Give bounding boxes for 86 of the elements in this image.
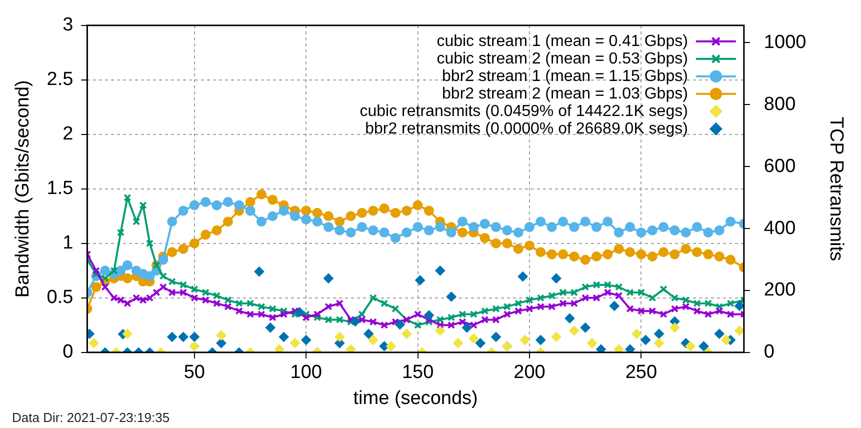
point xyxy=(734,300,744,311)
point xyxy=(462,322,472,333)
legend-label: cubic retransmits (0.0459% of 14422.1K segs) xyxy=(360,102,688,120)
point xyxy=(490,332,501,342)
point xyxy=(734,326,744,336)
x-axis-title: time (seconds) xyxy=(353,388,478,409)
point xyxy=(216,330,226,340)
point xyxy=(551,332,562,342)
point xyxy=(424,310,434,320)
x-tick-label: 50 xyxy=(184,362,205,384)
point xyxy=(685,341,696,352)
legend-label: bbr2 stream 1 (mean = 1.15 Gbps) xyxy=(442,68,688,85)
point xyxy=(122,328,132,339)
point xyxy=(446,292,456,302)
point xyxy=(323,273,334,284)
y2-tick-label: 600 xyxy=(764,156,796,177)
y-tick-label: 1 xyxy=(62,232,74,254)
y-tick-label: 1.5 xyxy=(46,178,74,200)
point xyxy=(714,328,724,339)
point xyxy=(394,320,405,330)
point xyxy=(278,332,289,342)
y2-tick-label: 400 xyxy=(764,218,796,239)
point xyxy=(587,338,598,348)
point xyxy=(453,338,464,348)
point xyxy=(364,328,374,339)
y2-axis-title: TCP Retransmits xyxy=(825,116,846,262)
point xyxy=(334,332,345,342)
point xyxy=(189,332,200,342)
point xyxy=(520,335,530,346)
point xyxy=(435,326,446,336)
legend-label: cubic stream 2 (mean = 0.53 Gbps) xyxy=(436,50,688,68)
point xyxy=(216,338,226,348)
point xyxy=(402,328,412,339)
point xyxy=(536,335,546,346)
point xyxy=(721,335,732,346)
legend-label: cubic stream 1 (mean = 0.41 Gbps) xyxy=(436,32,688,50)
point xyxy=(368,335,378,346)
y2-tick-label: 800 xyxy=(764,94,796,115)
point xyxy=(569,326,580,336)
y2-tick-label: 200 xyxy=(764,280,796,301)
point xyxy=(468,333,479,344)
point xyxy=(654,328,664,339)
point xyxy=(189,341,200,352)
y-tick-label: 2.5 xyxy=(46,69,74,90)
point xyxy=(632,328,642,339)
point xyxy=(698,341,709,352)
point xyxy=(415,275,426,286)
point xyxy=(518,272,528,282)
point xyxy=(346,344,356,352)
point xyxy=(475,338,486,348)
y2-tick-label: 0 xyxy=(764,342,775,363)
x-tick-label: 200 xyxy=(514,362,546,384)
point xyxy=(350,316,360,326)
point xyxy=(654,338,664,348)
point xyxy=(625,344,636,352)
point xyxy=(88,338,99,348)
text: Data Dir: 2021-07-23:19:35 xyxy=(12,410,170,425)
y-tick-label: 0.5 xyxy=(46,287,74,308)
point xyxy=(580,322,590,333)
point xyxy=(596,344,606,352)
point xyxy=(254,266,264,277)
point xyxy=(274,344,284,352)
y-axis-title: Bandwidth (Gbits/second) xyxy=(12,80,34,298)
point xyxy=(167,332,178,342)
x-tick-label: 100 xyxy=(290,362,322,384)
point xyxy=(564,313,575,324)
point xyxy=(670,322,680,333)
x-tick-label: 250 xyxy=(625,362,658,384)
point xyxy=(290,338,300,348)
x-tick-label: 150 xyxy=(402,362,434,384)
point xyxy=(301,335,312,346)
point xyxy=(294,307,304,318)
y-tick-label: 2 xyxy=(62,124,74,145)
legend-label: bbr2 retransmits (0.0000% of 26689.0K segs) xyxy=(365,120,688,138)
point xyxy=(614,344,624,352)
point xyxy=(551,273,562,284)
y-tick-label: 3 xyxy=(62,14,74,36)
point xyxy=(386,341,396,352)
legend-label: bbr2 stream 2 (mean = 1.03 Gbps) xyxy=(442,85,688,102)
point xyxy=(609,300,620,311)
point xyxy=(640,335,651,346)
y-tick-label: 0 xyxy=(62,342,74,363)
point xyxy=(178,332,188,342)
point xyxy=(265,322,276,333)
point xyxy=(435,266,446,276)
y2-tick-label: 1000 xyxy=(764,32,806,53)
